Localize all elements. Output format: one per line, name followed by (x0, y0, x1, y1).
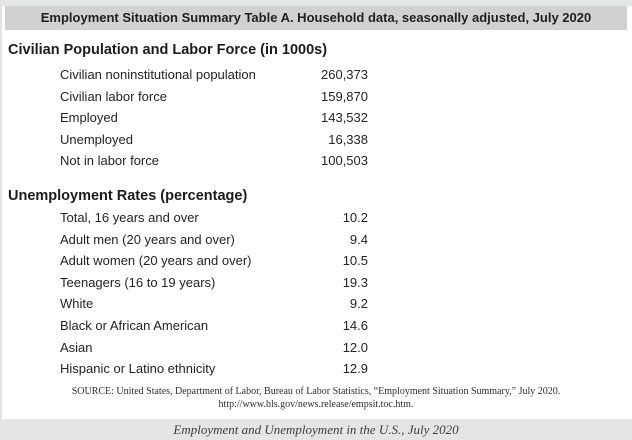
row-label: Employed (60, 110, 118, 126)
table-row: White 9.2 (8, 293, 368, 315)
row-label: Civilian labor force (60, 88, 167, 104)
page-caption-band: Employment and Unemployment in the U.S.,… (0, 419, 632, 440)
row-value: 10.5 (342, 253, 368, 269)
table-row: Asian 12.0 (8, 337, 368, 359)
row-value: 143,532 (321, 110, 368, 126)
row-value: 16,338 (328, 131, 368, 147)
table-row: Teenagers (16 to 19 years) 19.3 (8, 272, 368, 294)
table-content: Civilian Population and Labor Force (in … (0, 40, 632, 412)
section-heading-population-labor-force: Civilian Population and Labor Force (in … (8, 42, 328, 58)
population-labor-force-rows: Civilian noninstitutional population 260… (8, 64, 368, 172)
table-row: Civilian noninstitutional population 260… (8, 64, 368, 86)
row-label: Adult women (20 years and over) (60, 253, 252, 269)
row-value: 14.6 (342, 317, 368, 333)
section-heading-unemployment-rates: Unemployment Rates (percentage) (8, 187, 248, 204)
table-row: Adult women (20 years and over) 10.5 (8, 250, 368, 272)
table-row: Adult men (20 years and over) 9.4 (8, 229, 368, 251)
row-value: 260,373 (321, 67, 368, 82)
source-note: SOURCE: United States, Department of Lab… (0, 385, 632, 412)
row-label: Teenagers (16 to 19 years) (60, 274, 216, 290)
table-row: Total, 16 years and over 10.2 (8, 207, 368, 229)
row-value: 9.2 (349, 296, 368, 312)
unemployment-rates-rows: Total, 16 years and over 10.2 Adult men … (8, 207, 368, 380)
table-row: Employed 143,532 (8, 107, 368, 129)
row-value: 159,870 (321, 88, 368, 104)
row-label: Hispanic or Latino ethnicity (60, 361, 216, 377)
table-row: Black or African American 14.6 (8, 315, 368, 337)
row-label: White (60, 296, 94, 312)
table-title: Employment Situation Summary Table A. Ho… (40, 10, 592, 25)
table-row: Unemployed 16,338 (8, 129, 368, 151)
row-label: Adult men (20 years and over) (60, 231, 235, 247)
row-value: 12.0 (342, 339, 368, 355)
row-value: 100,503 (321, 153, 368, 169)
row-label: Unemployed (60, 131, 133, 147)
table-title-bar: Employment Situation Summary Table A. Ho… (5, 6, 627, 30)
left-margin-strip (0, 0, 2, 440)
top-margin-strip (0, 0, 632, 6)
row-label: Black or African American (60, 317, 209, 333)
row-value: 12.9 (342, 361, 368, 377)
source-line: SOURCE: United States, Department of Lab… (71, 385, 561, 397)
row-value: 19.3 (342, 274, 368, 290)
row-label: Total, 16 years and over (60, 209, 199, 225)
row-label: Not in labor force (60, 153, 159, 169)
page-caption: Employment and Unemployment in the U.S.,… (173, 422, 459, 437)
table-row: Hispanic or Latino ethnicity 12.9 (8, 358, 368, 380)
source-url: http://www.bls.gov/news.release/empsit.t… (218, 399, 414, 411)
table-row: Not in labor force 100,503 (8, 150, 368, 172)
row-value: 9.4 (349, 231, 368, 247)
table-row: Civilian labor force 159,870 (8, 86, 368, 108)
row-label: Asian (60, 339, 93, 355)
row-label: Civilian noninstitutional population (60, 67, 256, 82)
row-value: 10.2 (342, 209, 368, 225)
